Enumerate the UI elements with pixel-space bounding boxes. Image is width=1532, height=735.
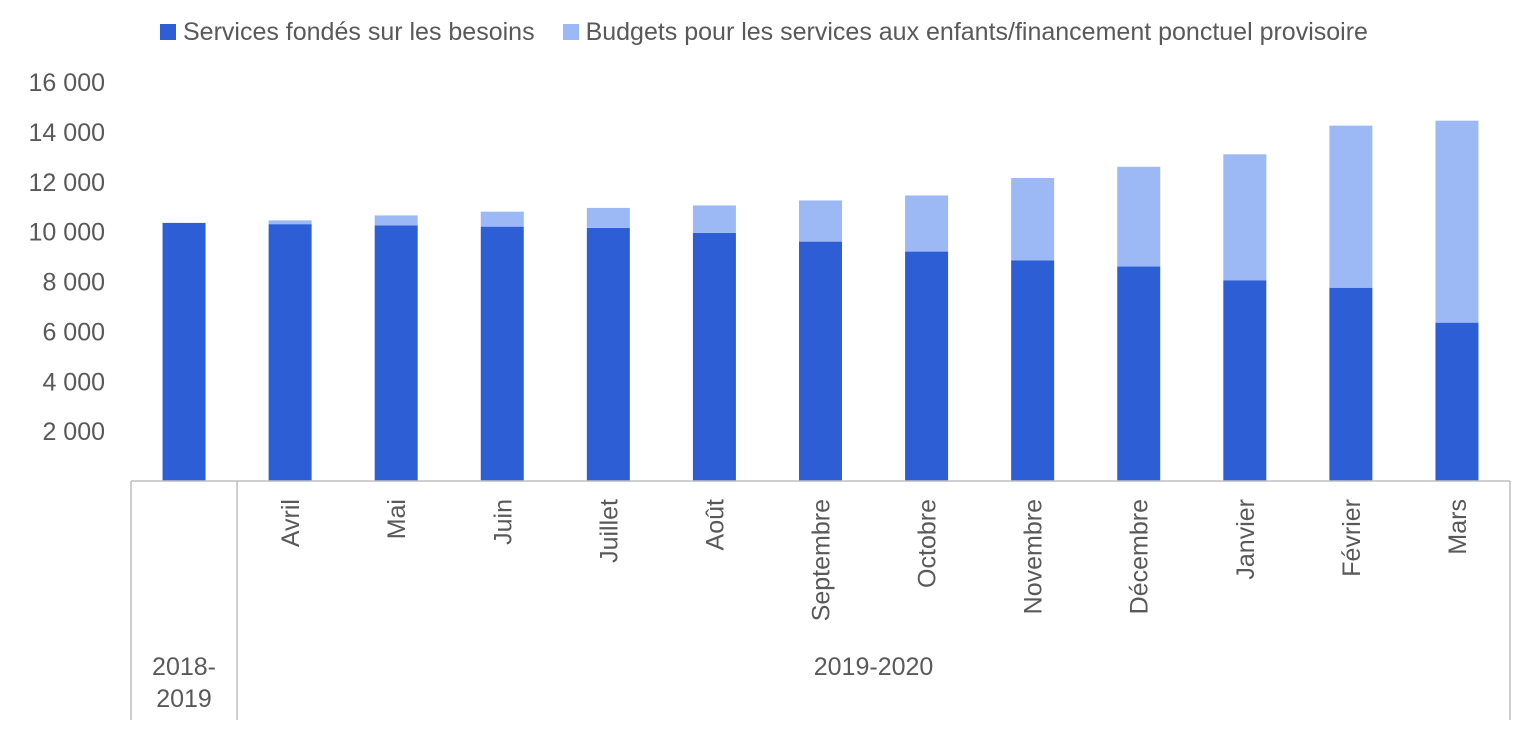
x-group-label: 2018-	[152, 653, 216, 681]
x-category-label: Février	[1338, 499, 1366, 577]
x-category-label: Mai	[383, 499, 411, 539]
legend-label-needs-based: Services fondés sur les besoins	[183, 17, 535, 46]
bar-needs-based	[1011, 260, 1055, 481]
x-group-label: 2019-2020	[814, 653, 934, 681]
bar-child-budgets	[374, 215, 418, 226]
bar-child-budgets	[1011, 178, 1055, 261]
y-tick-label: 8 000	[42, 269, 105, 297]
bar-needs-based	[1329, 287, 1373, 481]
bar-needs-based	[1223, 280, 1267, 481]
x-category-label: Octobre	[914, 499, 942, 588]
bar-needs-based	[268, 224, 312, 482]
x-category-label: Janvier	[1232, 499, 1260, 580]
x-category-label: Septembre	[808, 499, 836, 621]
legend-swatch-child-budgets	[562, 24, 579, 40]
bar-child-budgets	[1435, 120, 1479, 323]
x-category-label: Juillet	[595, 499, 623, 563]
x-category-label: Juin	[489, 499, 517, 545]
bar-needs-based	[586, 227, 630, 481]
y-tick-label: 10 000	[29, 219, 105, 247]
y-tick-label: 16 000	[29, 69, 105, 97]
bar-child-budgets	[586, 207, 630, 228]
legend-label-child-budgets: Budgets pour les services aux enfants/fi…	[585, 17, 1368, 46]
y-tick-label: 6 000	[42, 318, 105, 346]
bar-needs-based	[162, 222, 206, 481]
y-tick-label: 2 000	[42, 418, 105, 446]
y-tick-label: 14 000	[29, 119, 105, 147]
x-category-label: Août	[701, 499, 729, 550]
bar-child-budgets	[905, 195, 949, 252]
bar-needs-based	[1435, 322, 1479, 481]
bar-child-budgets	[1117, 166, 1161, 267]
bar-needs-based	[480, 226, 524, 481]
x-category-label: Mars	[1444, 499, 1472, 555]
bar-needs-based	[905, 251, 949, 481]
legend-item-needs-based: Services fondés sur les besoins	[160, 18, 535, 47]
bar-needs-based	[374, 225, 418, 481]
bar-child-budgets	[1223, 154, 1267, 281]
bar-needs-based	[799, 241, 842, 481]
y-tick-label: 4 000	[42, 368, 105, 396]
x-group-label: 2019	[156, 685, 212, 713]
bar-child-budgets	[268, 220, 312, 225]
bar-child-budgets	[799, 200, 842, 242]
bar-needs-based	[1117, 266, 1161, 481]
legend-swatch-needs-based	[160, 24, 176, 40]
legend-item-child-budgets: Budgets pour les services aux enfants/fi…	[562, 17, 1368, 47]
chart-legend: Services fondés sur les besoins Budgets …	[160, 16, 1396, 48]
bar-child-budgets	[1329, 125, 1373, 288]
bar-needs-based	[692, 232, 736, 481]
x-category-label: Décembre	[1126, 499, 1154, 614]
y-tick-label: 12 000	[29, 169, 105, 197]
x-category-label: Novembre	[1020, 499, 1048, 614]
bar-child-budgets	[692, 205, 736, 233]
x-category-label: Avril	[277, 499, 305, 547]
bar-child-budgets	[480, 211, 524, 227]
